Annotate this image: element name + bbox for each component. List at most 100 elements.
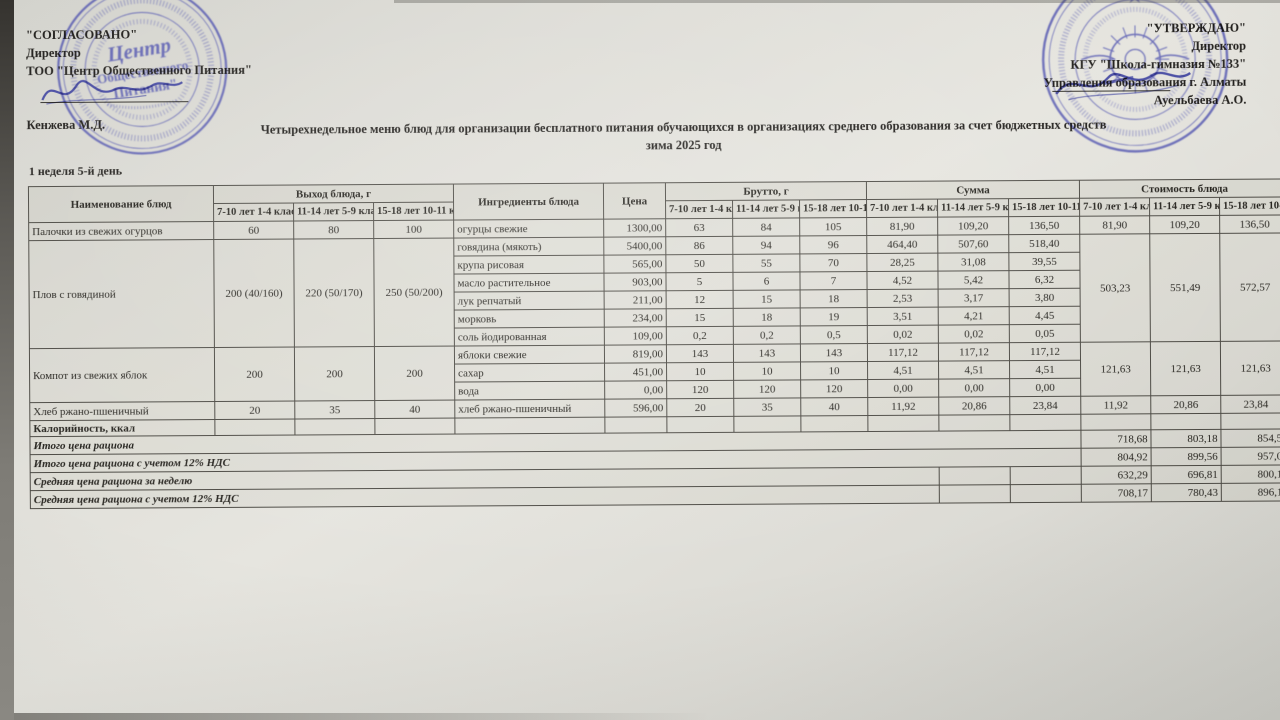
cost-cell <box>1150 413 1221 430</box>
price-cell: 5400,00 <box>603 236 666 256</box>
cost-cell: 20,86 <box>1150 395 1221 414</box>
ingredient-cell: вода <box>454 381 605 401</box>
sum-cell: 109,20 <box>937 216 1009 236</box>
ingredient-cell: огурцы свежие <box>453 219 604 239</box>
output-cell: 220 (50/170) <box>293 238 375 348</box>
price-cell: 0,00 <box>604 380 667 400</box>
paper-top-edge <box>393 0 1280 3</box>
price-cell: 903,00 <box>603 272 667 292</box>
dish-name-cell: Хлеб ржано-пшеничный <box>29 401 215 421</box>
summary-value-cell: 804,92 <box>1081 447 1152 467</box>
brutto-cell: 120 <box>800 379 868 398</box>
sum-cell: 0,00 <box>1009 378 1081 397</box>
summary-value-cell: 896,13 <box>1221 482 1280 502</box>
document-paper: "СОГЛАСОВАНО" Директор ТОО "Центр Общест… <box>14 0 1280 720</box>
dish-name-cell: Калорийность, ккал <box>29 419 215 437</box>
summary-value-cell: 632,29 <box>1081 465 1152 485</box>
sum-cell: 20,86 <box>938 396 1010 416</box>
summary-empty-cell <box>1010 484 1082 503</box>
sum-cell: 5,42 <box>937 270 1010 290</box>
brutto-cell: 7 <box>799 271 868 290</box>
ingredient-cell: яблоки свежие <box>454 345 605 365</box>
menu-table-body: Палочки из свежих огурцов 60 80 100 огурцы с… <box>28 214 1280 509</box>
col-header-cost: Стоимость блюда <box>1079 178 1280 199</box>
cost-cell: 121,63 <box>1080 341 1151 397</box>
summary-empty-cell <box>939 484 1011 504</box>
output-cell: 200 (40/160) <box>213 239 295 348</box>
brutto-cell: 40 <box>800 397 868 416</box>
brutto-cell: 0,2 <box>666 326 734 345</box>
summary-value-cell: 718,68 <box>1080 429 1152 449</box>
cost-cell: 136,50 <box>1219 214 1280 234</box>
brutto-cell: 84 <box>732 217 800 237</box>
brutto-cell: 143 <box>733 343 801 363</box>
brutto-cell: 0,2 <box>733 325 801 345</box>
col-header-ingredients: Ингредиенты блюда <box>453 183 604 221</box>
cost-cell: 23,84 <box>1220 394 1280 414</box>
ingredient-cell: говядина (мякоть) <box>453 237 604 257</box>
brutto-cell: 63 <box>665 218 733 237</box>
col-header-dish: Наименование блюд <box>28 185 214 223</box>
price-cell: 211,00 <box>604 290 667 310</box>
sum-cell: 81,90 <box>866 217 938 236</box>
summary-value-cell: 780,43 <box>1151 483 1222 502</box>
sum-cell: 4,52 <box>866 271 939 290</box>
sum-cell: 518,40 <box>1008 234 1080 253</box>
signature-left-icon <box>41 79 183 105</box>
sum-cell: 23,84 <box>1009 396 1081 415</box>
sum-cell <box>938 414 1010 432</box>
brutto-cell: 143 <box>666 344 734 363</box>
brutto-cell: 19 <box>800 307 868 326</box>
sum-cell: 117,12 <box>1009 342 1081 361</box>
price-cell: 596,00 <box>604 398 667 418</box>
sum-cell: 464,40 <box>866 235 938 254</box>
age-group-header: 15-18 лет 10-11 класс <box>1008 198 1080 217</box>
price-cell: 819,00 <box>604 344 667 364</box>
brutto-cell <box>733 415 801 433</box>
ingredient-cell: соль йодированная <box>454 327 605 347</box>
brutto-cell: 120 <box>666 380 734 399</box>
summary-value-cell: 899,56 <box>1151 447 1222 466</box>
age-group-header: 7-10 лет 1-4 класс <box>1079 197 1150 217</box>
ingredient-cell: морковь <box>454 309 605 329</box>
sum-cell: 507,60 <box>937 234 1009 254</box>
summary-value-cell: 800,12 <box>1221 464 1280 484</box>
cost-cell: 551,49 <box>1149 233 1221 342</box>
output-cell: 200 <box>214 347 295 402</box>
sum-cell: 3,17 <box>938 288 1010 308</box>
brutto-cell: 5 <box>665 272 734 291</box>
col-header-brutto: Брутто, г <box>665 181 867 201</box>
brutto-cell: 50 <box>665 254 733 273</box>
sum-cell: 4,51 <box>938 360 1010 380</box>
brutto-cell <box>666 416 734 433</box>
signature-right-icon <box>1055 71 1191 101</box>
output-cell: 20 <box>214 401 295 420</box>
sum-cell: 3,51 <box>867 307 939 326</box>
output-cell: 250 (50/200) <box>373 238 455 347</box>
brutto-cell: 143 <box>800 343 868 362</box>
sum-cell <box>867 415 939 432</box>
age-group-header: 15-18 лет 10-11 класс <box>373 202 454 221</box>
summary-value-cell: 854,54 <box>1220 428 1280 448</box>
ingredient-cell: хлеб ржано-пшеничный <box>454 399 605 419</box>
ingredient-cell: крупа рисовая <box>453 255 604 275</box>
sum-cell: 3,80 <box>1009 288 1081 307</box>
round-stamp-right-icon <box>1041 0 1229 153</box>
output-cell: 40 <box>374 400 455 419</box>
cost-cell: 503,23 <box>1079 233 1151 343</box>
brutto-cell: 94 <box>732 235 800 255</box>
age-group-header: 7-10 лет 1-4 класс <box>665 200 733 219</box>
dish-name-cell: Палочки из свежих огурцов <box>28 221 214 241</box>
menu-table: Наименование блюд Выход блюда, г Ингреди… <box>28 178 1280 509</box>
sum-cell: 2,53 <box>867 289 939 308</box>
sum-cell <box>1009 414 1081 431</box>
summary-value-cell: 803,18 <box>1150 429 1222 448</box>
brutto-cell: 18 <box>733 307 801 327</box>
output-cell: 60 <box>213 221 294 240</box>
ingredient-cell <box>454 417 605 435</box>
brutto-cell: 10 <box>733 361 801 381</box>
price-cell <box>604 416 667 434</box>
output-cell <box>214 419 295 436</box>
cost-cell: 11,92 <box>1080 395 1151 415</box>
sum-cell: 0,02 <box>867 325 939 344</box>
